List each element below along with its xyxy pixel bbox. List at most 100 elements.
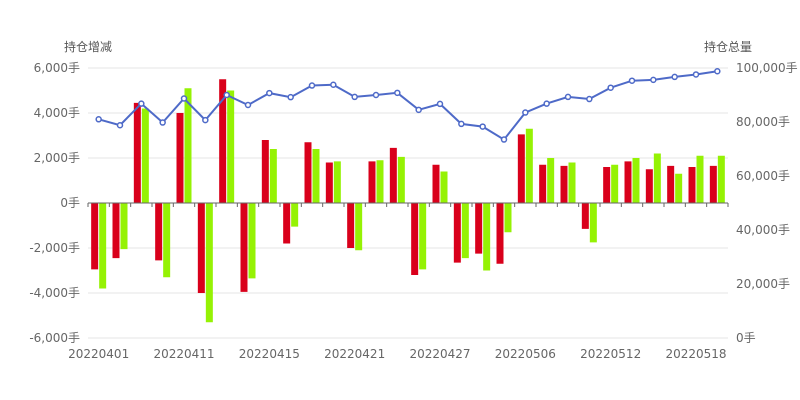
bar-red bbox=[283, 203, 291, 244]
x-tick-label: 20220518 bbox=[665, 347, 726, 361]
right-tick-label: 60,000手 bbox=[736, 169, 790, 183]
total-position-line bbox=[98, 70, 718, 141]
bar-green bbox=[312, 149, 320, 203]
bar-green bbox=[461, 203, 469, 259]
bar-green bbox=[589, 203, 597, 243]
bar-red bbox=[496, 203, 504, 264]
line-point bbox=[180, 95, 188, 102]
bar-green bbox=[184, 88, 192, 203]
bar-red bbox=[667, 165, 675, 203]
line-point bbox=[628, 77, 636, 84]
x-tick-label: 20220427 bbox=[409, 347, 470, 361]
bar-red bbox=[240, 203, 248, 292]
line-point bbox=[244, 101, 252, 109]
line-point bbox=[266, 89, 273, 97]
bar-red bbox=[432, 164, 440, 203]
bar-red bbox=[645, 169, 653, 203]
right-tick-label: 40,000手 bbox=[736, 223, 790, 237]
axes: 持仓增减 持仓总量 6,000手 4,000手 2,000手 0手 -2,000手 -4,… bbox=[29, 39, 797, 361]
bar-green bbox=[227, 90, 235, 203]
bar-green bbox=[355, 203, 363, 251]
zero-baseline bbox=[87, 202, 729, 207]
bar-red bbox=[560, 165, 568, 203]
right-tick-label: 100,000手 bbox=[736, 61, 798, 75]
line-series bbox=[95, 67, 721, 143]
bar-green bbox=[611, 164, 619, 203]
bar-red bbox=[411, 203, 419, 275]
bar-red bbox=[133, 102, 141, 203]
line-point bbox=[202, 116, 209, 124]
bar-red bbox=[475, 203, 483, 254]
x-tick-label: 20220512 bbox=[580, 347, 641, 361]
grid-lines bbox=[88, 67, 728, 339]
bar-green bbox=[653, 153, 661, 203]
bar-red bbox=[709, 165, 717, 203]
bar-red bbox=[624, 161, 632, 203]
left-tick-label: 2,000手 bbox=[34, 151, 80, 165]
bar-green bbox=[333, 161, 341, 203]
bar-red bbox=[603, 167, 611, 203]
x-tick-label: 20220401 bbox=[68, 347, 129, 361]
line-point bbox=[95, 116, 102, 123]
bar-red bbox=[304, 142, 312, 203]
right-axis-title: 持仓总量 bbox=[704, 39, 752, 54]
bar-green bbox=[632, 158, 640, 203]
left-tick-label: -4,000手 bbox=[29, 286, 80, 300]
bar-green bbox=[717, 155, 725, 203]
bar-green bbox=[504, 203, 512, 233]
bar-green bbox=[376, 160, 384, 203]
bar-green bbox=[675, 173, 683, 203]
bar-green bbox=[205, 203, 213, 323]
bar-green bbox=[163, 203, 171, 278]
line-point bbox=[415, 106, 422, 114]
line-point bbox=[564, 93, 572, 101]
x-tick-label: 20220421 bbox=[324, 347, 385, 361]
bar-green bbox=[99, 203, 107, 289]
bar-red bbox=[261, 140, 269, 203]
line-point bbox=[671, 73, 678, 81]
line-point bbox=[394, 89, 401, 97]
bar-red bbox=[155, 203, 163, 261]
bar-red bbox=[112, 203, 120, 259]
line-point bbox=[650, 76, 657, 84]
bar-green bbox=[397, 156, 405, 203]
bar-green bbox=[568, 162, 576, 203]
bar-red bbox=[539, 164, 547, 203]
line-point bbox=[586, 95, 593, 103]
line-point bbox=[436, 100, 444, 108]
bar-red bbox=[91, 203, 99, 270]
bar-green bbox=[483, 203, 491, 271]
right-tick-label: 80,000手 bbox=[736, 115, 790, 129]
bar-red bbox=[368, 161, 376, 203]
line-point bbox=[116, 121, 124, 129]
line-point bbox=[138, 100, 145, 107]
left-tick-label: 4,000手 bbox=[34, 106, 80, 120]
bar-green bbox=[141, 108, 149, 203]
line-point bbox=[479, 123, 486, 130]
bar-green bbox=[440, 171, 448, 203]
bar-red bbox=[517, 134, 525, 203]
line-point bbox=[159, 119, 166, 126]
line-point bbox=[607, 84, 614, 91]
line-point bbox=[287, 93, 294, 101]
line-point bbox=[351, 93, 358, 101]
left-tick-label: -2,000手 bbox=[29, 241, 80, 255]
line-point bbox=[223, 91, 230, 99]
bar-green bbox=[525, 128, 533, 203]
bar-red bbox=[688, 167, 696, 203]
bar-green bbox=[696, 155, 704, 203]
line-point bbox=[543, 100, 550, 107]
bar-red bbox=[347, 203, 355, 248]
right-tick-label: 20,000手 bbox=[736, 277, 790, 291]
bar-series bbox=[91, 79, 725, 323]
line-point bbox=[500, 136, 508, 143]
bar-green bbox=[120, 203, 128, 250]
bar-red bbox=[389, 147, 397, 203]
line-point bbox=[372, 91, 380, 99]
line-point bbox=[714, 67, 721, 75]
x-tick-label: 20220411 bbox=[153, 347, 214, 361]
line-point bbox=[308, 82, 316, 89]
right-tick-label: 0手 bbox=[736, 331, 756, 345]
